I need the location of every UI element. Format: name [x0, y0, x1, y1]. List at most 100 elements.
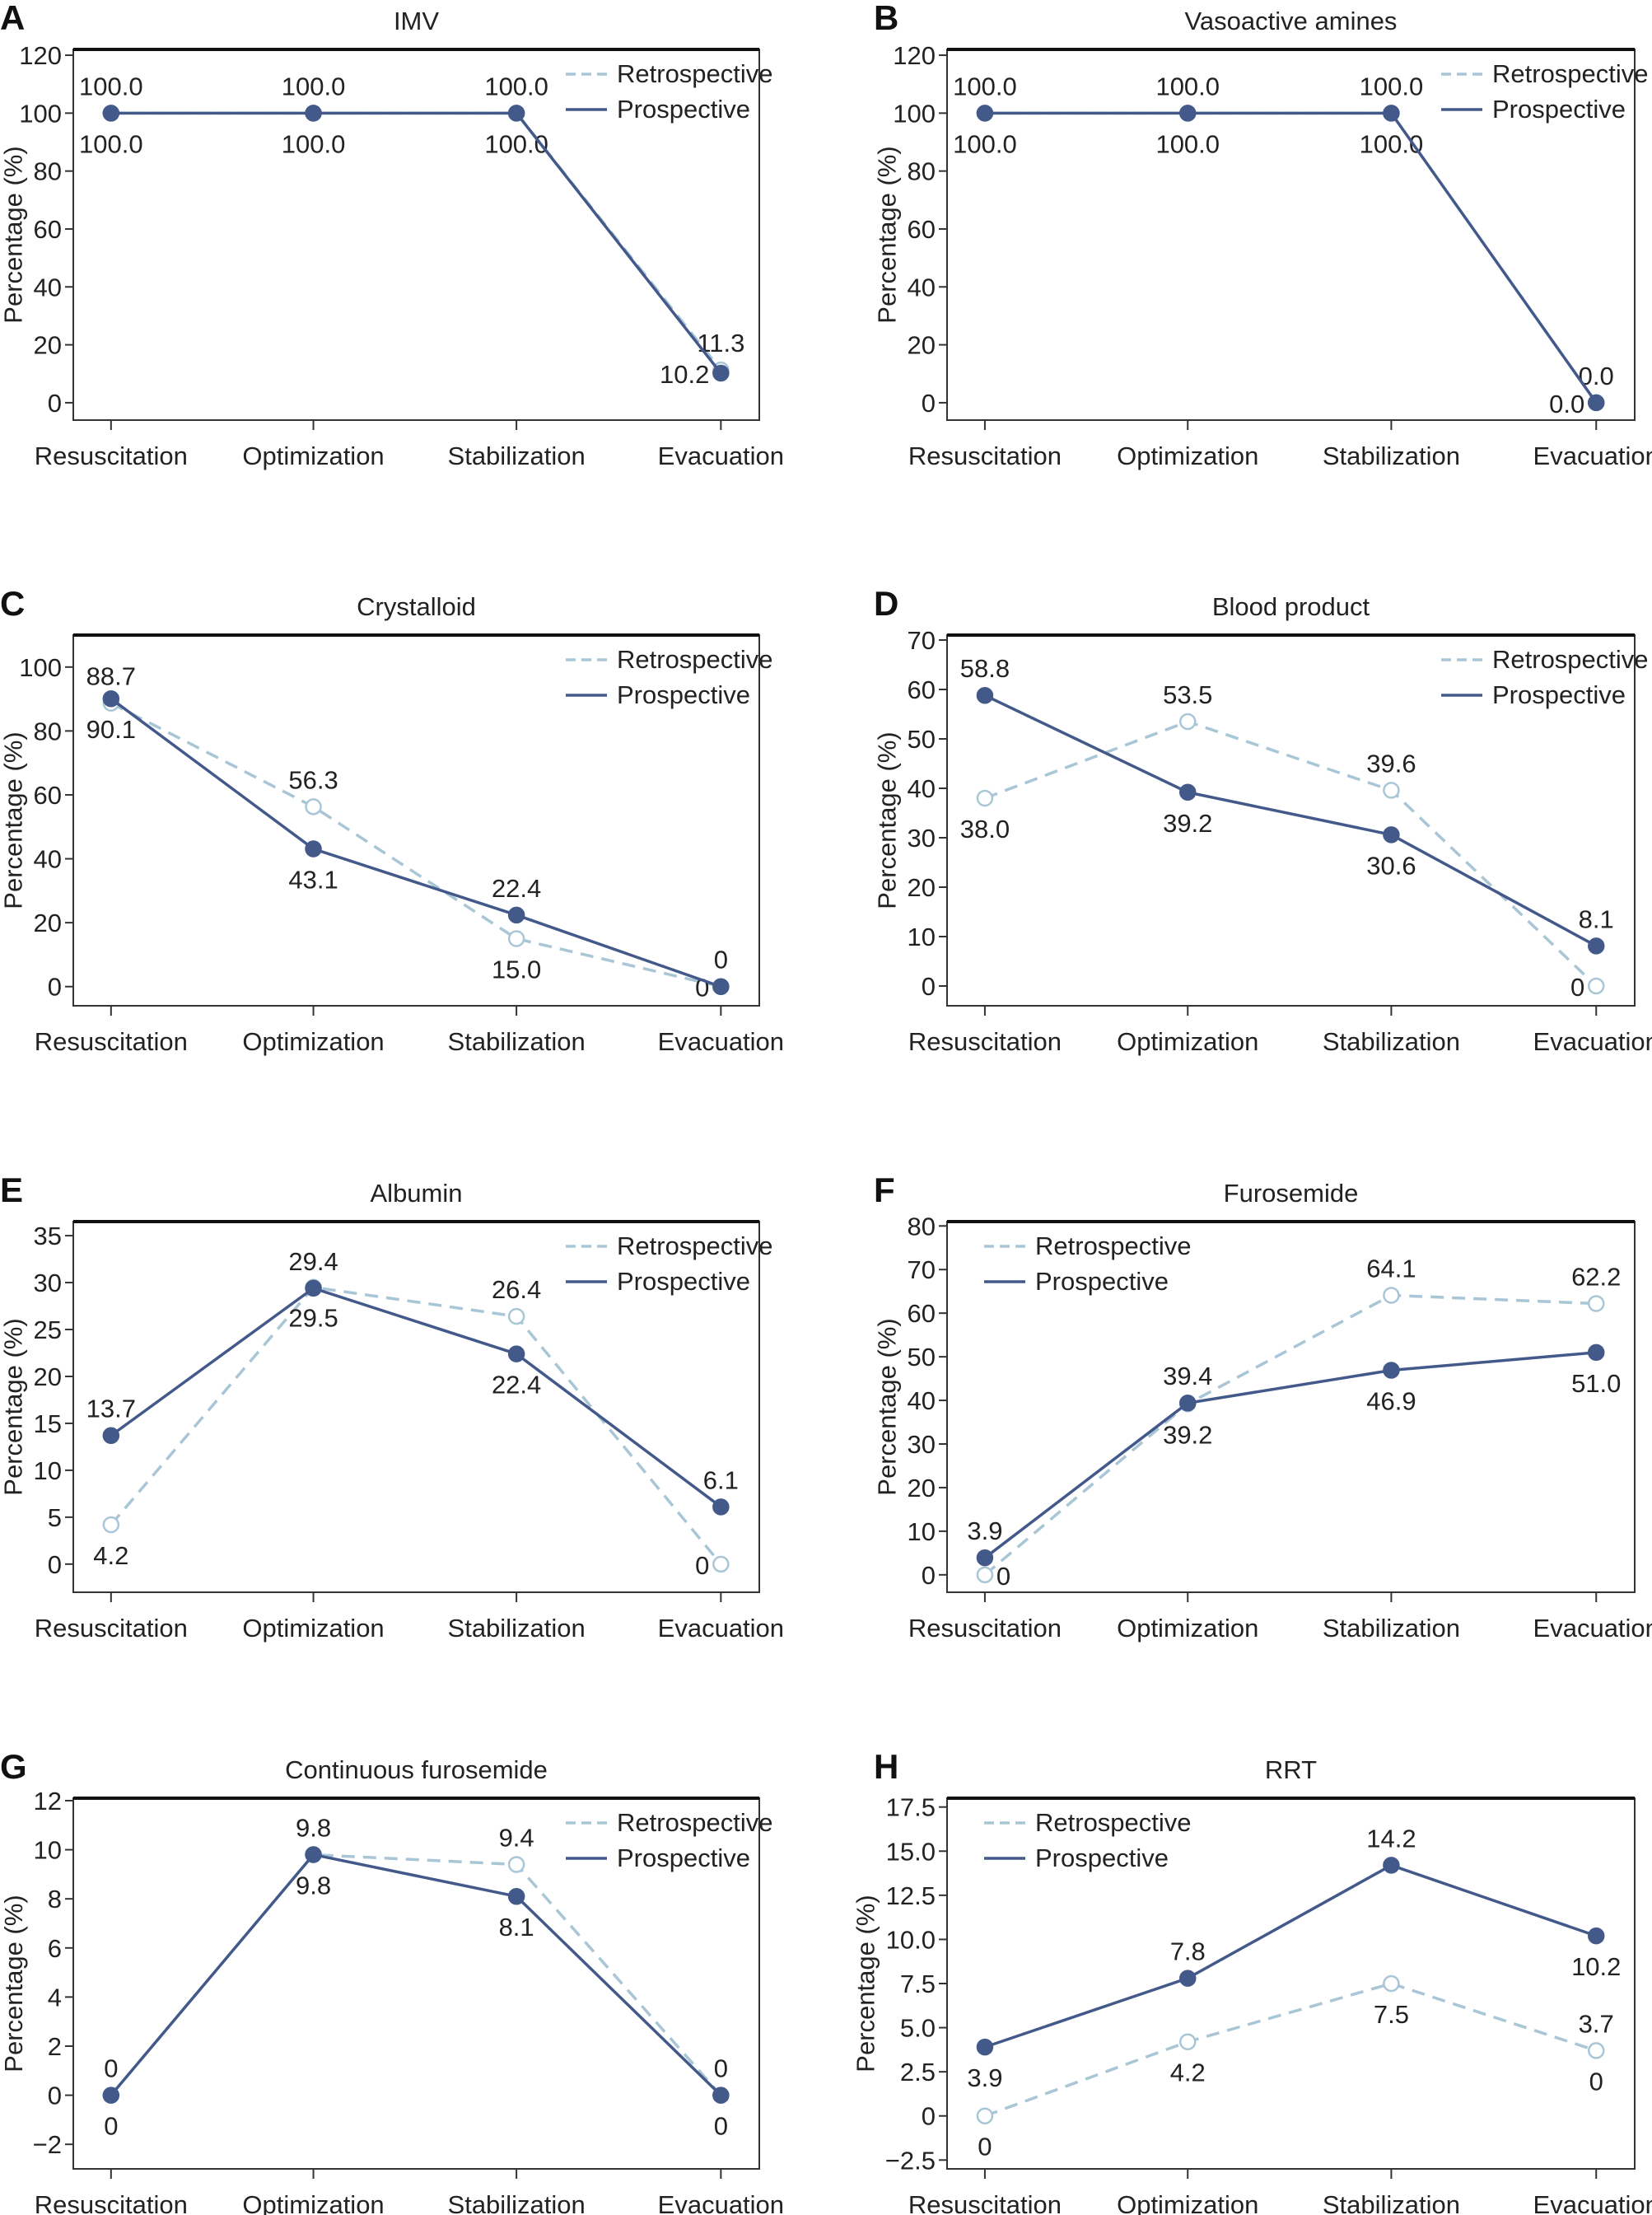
y-tick-label: 20: [34, 909, 62, 937]
y-tick-label: 0: [922, 1561, 936, 1590]
data-point: [507, 930, 525, 947]
data-label: 100.0: [484, 129, 548, 158]
series-retrospective: 88.7 56.3 15.0 0: [86, 662, 730, 1002]
panel-e: E Albumin 0 5 10 15 20 25 30 35 Percentage (%) Resu…: [0, 1171, 784, 1643]
x-tick-label: Stabilization: [1323, 1614, 1460, 1643]
chart-title: Albumin: [371, 1179, 463, 1208]
y-tick-label: 40: [34, 845, 62, 874]
data-label: 7.5: [1374, 2000, 1409, 2029]
data-label: 9.8: [296, 1814, 331, 1843]
data-point: [507, 1887, 525, 1905]
data-point: [1383, 1857, 1400, 1874]
data-label: 3.9: [967, 1516, 1002, 1545]
x-tick-label: Optimization: [242, 1027, 384, 1056]
x-tick-label: Optimization: [1117, 1614, 1258, 1643]
x-tick-label: Stabilization: [448, 2190, 586, 2215]
data-point: [712, 2086, 730, 2104]
y-tick-label: 0: [922, 972, 936, 1001]
data-point: [507, 105, 525, 122]
data-label: 100.0: [79, 129, 143, 158]
data-point: [1587, 937, 1605, 955]
x-tick-label: Optimization: [242, 2190, 384, 2215]
legend-label: Prospective: [1035, 1843, 1169, 1872]
series-line: [983, 1351, 1597, 1559]
legend-label: Retrospective: [617, 1231, 773, 1260]
panel-f: F Furosemide 0 10 20 30 40 50 60 70 80 Percentage (…: [873, 1171, 1652, 1643]
data-point: [1383, 1287, 1400, 1304]
data-label: 14.2: [1366, 1824, 1416, 1853]
data-label: 10.2: [1571, 1952, 1621, 1981]
data-point: [712, 978, 730, 995]
x-tick-label: Resuscitation: [908, 1614, 1062, 1643]
y-tick-label: 40: [908, 1386, 936, 1415]
data-point: [507, 1345, 525, 1362]
panel-letter: A: [0, 0, 25, 37]
y-tick-label: 20: [34, 1362, 62, 1391]
x-tick-label: Optimization: [242, 442, 384, 470]
data-label: 4.2: [93, 1541, 128, 1570]
data-label: 64.1: [1366, 1254, 1416, 1283]
legend-label: Retrospective: [617, 59, 773, 88]
series-line: [110, 1286, 722, 1508]
data-point: [976, 1566, 994, 1584]
y-tick-label: 30: [908, 824, 936, 853]
series-line: [984, 111, 1598, 404]
series-line: [110, 697, 721, 988]
data-label: 100.0: [79, 72, 143, 100]
data-label: 39.4: [1163, 1362, 1212, 1390]
series-line: [984, 1982, 1597, 2118]
data-label: 39.2: [1163, 1420, 1212, 1449]
data-point: [305, 798, 322, 815]
y-tick-label: 20: [908, 331, 936, 360]
series-line: [984, 720, 1598, 988]
y-tick-label: 5.0: [900, 2014, 936, 2043]
y-tick-label: 100: [19, 99, 62, 128]
data-label: 46.9: [1366, 1387, 1416, 1416]
y-tick-label: 30: [908, 1430, 936, 1459]
legend-label: Prospective: [1492, 680, 1626, 709]
x-tick-label: Evacuation: [1533, 1614, 1652, 1643]
legend: Retrospective Prospective: [566, 59, 773, 124]
y-tick-label: 4: [48, 1983, 62, 2012]
legend-label: Retrospective: [1035, 1231, 1192, 1260]
data-label: 51.0: [1571, 1369, 1621, 1398]
x-tick-label: Evacuation: [658, 2190, 784, 2215]
legend-label: Prospective: [617, 1843, 750, 1872]
data-label: 9.4: [499, 1823, 534, 1852]
data-point: [1587, 1295, 1605, 1312]
y-axis-label: Percentage (%): [0, 146, 28, 323]
series-line: [984, 1863, 1597, 2049]
y-tick-label: 0: [922, 389, 936, 418]
panel-letter: B: [874, 0, 898, 37]
series-prospective: 100.0 100.0 100.0 10.2: [79, 72, 730, 389]
x-tick-label: Stabilization: [448, 442, 586, 470]
data-point: [1383, 826, 1400, 843]
chart-title: Vasoactive amines: [1185, 7, 1398, 35]
x-tick-label: Optimization: [1117, 442, 1258, 470]
data-label: 22.4: [492, 1371, 541, 1400]
data-point: [1383, 782, 1400, 799]
data-point: [1179, 2033, 1197, 2050]
data-label: 56.3: [288, 765, 338, 794]
legend-label: Retrospective: [1492, 59, 1649, 88]
y-tick-label: 80: [908, 1212, 936, 1241]
legend: Retrospective Prospective: [984, 1808, 1192, 1872]
data-label: 6.1: [703, 1465, 739, 1494]
data-point: [976, 1549, 994, 1567]
y-axis-label: Percentage (%): [0, 1318, 28, 1495]
legend: Retrospective Prospective: [1441, 645, 1649, 709]
data-label: 0: [978, 2133, 992, 2161]
y-axis-label: Percentage (%): [873, 731, 902, 909]
data-point: [1179, 105, 1197, 122]
legend-label: Retrospective: [617, 645, 773, 674]
legend: Retrospective Prospective: [566, 645, 773, 709]
panel-letter: C: [0, 584, 25, 623]
data-point: [976, 2107, 994, 2124]
data-label: 39.6: [1366, 749, 1416, 778]
chart-title: Furosemide: [1224, 1179, 1359, 1208]
y-tick-label: 0: [48, 389, 62, 418]
y-tick-label: 60: [34, 215, 62, 244]
data-label: 3.9: [967, 2063, 1002, 2092]
y-tick-label: 10: [908, 923, 936, 951]
